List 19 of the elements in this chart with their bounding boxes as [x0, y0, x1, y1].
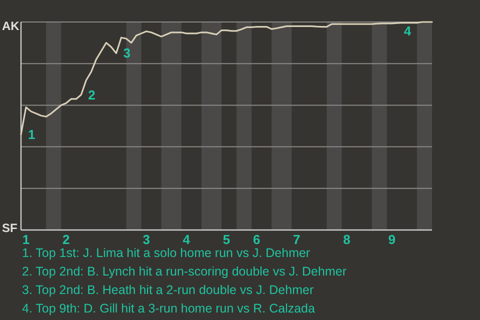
text: 2. Top 2nd: B. Lynch hit a run-scoring double vs J. Dehmer: [22, 264, 346, 278]
text: 4. Top 9th: D. Gill hit a 3-run home run vs R. Calzada: [22, 302, 316, 316]
x-tick-label: 9: [388, 232, 396, 247]
x-tick-label: 4: [182, 232, 191, 247]
annotation: 2: [88, 87, 96, 102]
x-tick-label: 3: [142, 232, 150, 247]
text: AK: [2, 19, 20, 33]
annotation: 3: [123, 46, 130, 61]
x-tick-label: 5: [222, 232, 230, 247]
x-tick-label: 7: [293, 232, 300, 247]
text: SF: [2, 221, 18, 235]
x-tick-label: 2: [62, 232, 70, 247]
x-tick-label: 1: [22, 232, 30, 247]
annotation: 1: [28, 126, 36, 142]
text: 1. Top 1st: J. Lima hit a solo home run vs J. Dehmer: [22, 246, 310, 260]
annotation: 4: [404, 24, 412, 39]
x-tick-label: 6: [252, 232, 260, 247]
x-tick-label: 8: [343, 232, 350, 247]
text: 3. Top 2nd: B. Heath hit a 2-run double vs J. Dehmer: [22, 283, 314, 297]
